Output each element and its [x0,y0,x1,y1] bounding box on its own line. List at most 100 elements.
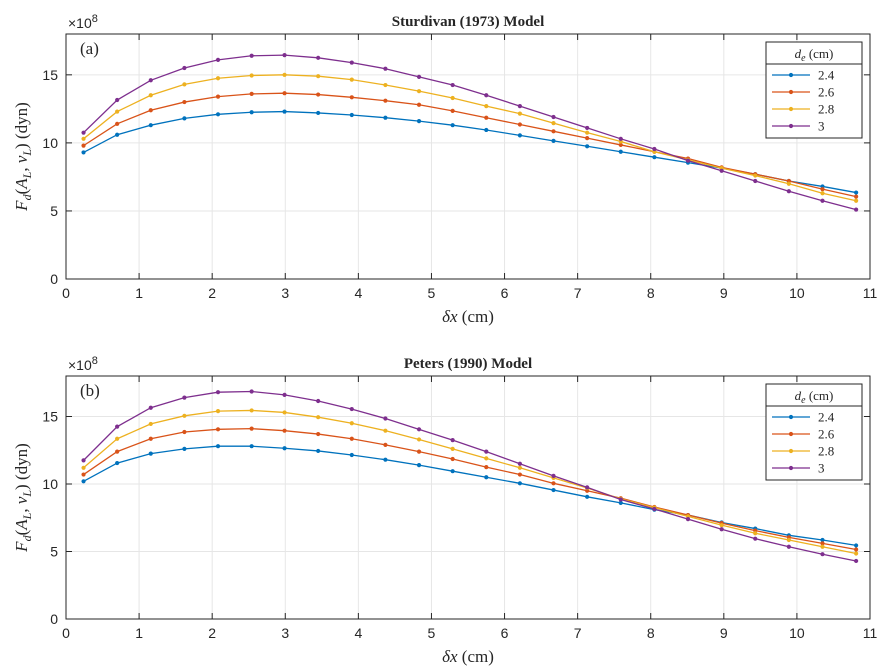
data-point [820,537,825,543]
data-point [416,437,422,442]
data-point [81,130,86,135]
legend-entry-label: 2.6 [818,427,835,442]
data-point [215,76,221,81]
data-point [416,74,422,79]
data-point [517,472,522,477]
data-point [282,392,287,397]
data-point [652,155,657,160]
data-point [820,552,825,557]
chart-title: Sturdivan (1973) Model [392,14,545,30]
data-point [383,66,388,71]
data-point [820,191,825,196]
panel-label: (a) [80,39,99,58]
data-point [551,481,556,486]
data-point [450,123,455,128]
series-line-2-8 [83,74,857,202]
data-point [786,189,791,194]
x-tick-label: 4 [354,285,362,301]
y-tick-label: 10 [42,476,58,492]
data-point [517,481,522,486]
data-point [854,190,859,195]
legend-swatch-marker [788,448,794,454]
data-point [551,121,556,126]
data-point [215,409,221,414]
data-point [383,82,388,88]
x-tick-label: 7 [574,285,582,301]
series-line-3 [83,54,857,211]
x-tick-label: 7 [574,625,582,641]
x-tick-label: 11 [863,285,878,301]
x-tick-label: 5 [428,285,436,301]
data-point [349,60,354,65]
data-point [585,485,590,490]
x-tick-label: 5 [428,625,436,641]
y-multiplier: ×108 [68,355,98,373]
data-point [517,111,522,116]
data-point [249,53,254,58]
data-point [450,95,455,101]
data-point [585,494,590,499]
legend-entry-label: 2.8 [818,444,834,459]
y-tick-label: 0 [50,611,58,627]
data-point [282,72,287,77]
data-point [517,122,522,127]
data-point [854,551,859,556]
x-tick-label: 11 [863,625,878,641]
legend-swatch-marker [788,123,794,129]
data-point [81,465,86,470]
data-point [249,110,254,115]
x-tick-label: 3 [281,285,289,301]
data-point [249,444,254,449]
legend-entry-label: 2.4 [818,410,835,425]
data-point [249,408,254,413]
data-point [182,99,187,105]
series-line-2-4 [83,445,857,547]
data-point [854,543,859,548]
data-point [786,537,791,543]
y-axis-label: Fd(AL, vL) (dyn) [12,443,34,553]
data-point [618,497,623,502]
data-point [854,194,859,199]
data-point [854,198,859,203]
data-point [81,479,86,484]
y-multiplier: ×108 [68,13,98,31]
data-point [753,173,758,178]
data-point [349,421,354,426]
legend-entry-label: 2.4 [818,68,835,83]
data-point [416,102,422,107]
data-point [148,108,153,113]
data-point [585,136,590,141]
data-point [786,544,791,549]
x-axis-label: δx (cm) [442,647,494,666]
data-point [450,438,455,443]
data-point [316,398,321,404]
data-point [753,536,758,541]
legend: de (cm) 2.4 2.6 2.8 3 [765,41,863,139]
data-point [416,427,422,432]
legend-title: de (cm) [795,46,834,64]
data-point [484,449,489,454]
plot-area [66,376,870,619]
data-point [215,390,221,395]
data-point [148,451,153,456]
data-point [148,93,153,98]
data-point [115,121,120,126]
y-axis-label: Fd(AL, vL) (dyn) [12,102,34,212]
legend-entry-label: 3 [818,461,825,476]
x-tick-label: 6 [501,285,509,301]
x-tick-label: 10 [789,625,805,641]
legend-entry-label: 2.8 [818,102,834,117]
data-point [148,436,153,441]
data-point [316,74,321,79]
data-point [416,463,422,468]
data-point [81,472,86,477]
x-tick-label: 1 [135,285,143,301]
data-point [450,469,455,474]
data-point [383,428,388,433]
data-point [416,449,422,454]
data-point [383,416,388,421]
data-point [282,410,287,415]
data-point [349,406,354,412]
legend-swatch-marker [788,414,794,420]
